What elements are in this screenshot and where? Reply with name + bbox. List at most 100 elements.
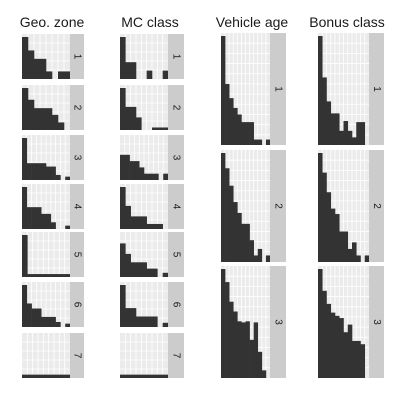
bar [152,316,158,327]
bar [26,303,32,327]
bar [141,262,147,277]
bar [64,374,71,378]
bar [157,127,163,130]
strip-label: 1 [272,86,283,92]
bar [58,71,65,79]
bar [253,139,259,145]
bar [245,122,250,145]
bar [241,223,246,262]
bar [152,127,158,130]
bar [229,98,234,145]
bar [28,99,35,130]
bar [130,62,137,79]
strip-background [168,85,184,130]
bar [347,130,353,145]
panel-background [22,333,70,378]
bar [148,173,154,180]
bar [59,374,65,378]
bar [46,71,53,79]
bar [120,285,126,327]
bar [54,374,60,378]
facet-column-3: Vehicle age 1 2 3 [216,14,288,378]
bar [27,374,33,378]
bar [124,154,130,180]
bar [22,285,28,327]
bar [322,172,327,262]
strip-label: 7 [71,353,82,359]
bar [146,374,153,378]
strip-background [270,33,286,145]
bar [157,374,163,378]
bar [136,117,142,130]
panel-4: 4 [22,184,84,229]
strip-background [168,232,184,277]
bar [26,163,32,180]
bar [360,344,366,378]
bar [225,168,230,262]
panel-6: 6 [120,282,184,327]
strip-background [70,34,84,79]
bar [41,213,47,229]
bar [65,225,71,229]
bar [65,323,71,327]
panel-3: 3 [318,266,384,378]
column-title: Geo. zone [20,14,85,30]
bar [141,216,147,229]
bar [146,316,153,327]
strip-background [168,184,184,229]
bar [125,106,131,130]
strip-background [369,150,384,262]
bar [52,114,59,130]
strip-label: 6 [71,302,82,308]
bar [22,37,29,79]
strip-label: 5 [170,252,181,258]
bar [241,122,246,145]
bar [343,332,349,378]
bar [356,122,361,145]
strip-background [70,135,84,180]
bar [339,318,344,378]
bar [364,255,370,262]
bar [22,374,28,378]
panel-2: 2 [120,85,184,130]
bar [55,174,61,180]
strip-background [270,150,286,262]
strip-label: 1 [371,86,382,92]
bar [22,187,28,229]
column-title: MC class [121,14,179,30]
facet-column-4: Bonus class 1 2 3 [309,14,385,378]
strip-background [70,232,84,277]
panel-background [120,333,168,378]
bar [26,207,32,229]
bar [46,108,53,130]
strip-label: 2 [371,203,382,209]
bar [134,161,140,180]
bar [144,173,150,180]
bar [31,163,37,180]
bar [326,101,332,145]
bar [28,50,35,79]
bar [36,207,42,229]
bar [58,122,65,130]
bar [46,166,52,180]
strip-label: 2 [170,105,181,111]
panel-background [22,232,70,277]
panel-1: 1 [22,34,84,79]
strip-label: 4 [170,204,181,210]
strip-label: 6 [170,302,181,308]
strip-label: 1 [71,54,82,60]
bar [152,268,158,277]
strip-background [70,282,84,327]
bar [233,311,238,378]
bar [136,316,142,327]
bar [146,268,153,277]
bar [22,235,28,277]
panel-7: 7 [120,333,184,378]
bar [38,274,44,277]
strip-background [270,266,286,378]
bar [249,240,254,262]
panel-2: 2 [22,85,84,130]
bar [257,248,263,262]
bar [233,202,238,262]
bar [65,176,71,180]
